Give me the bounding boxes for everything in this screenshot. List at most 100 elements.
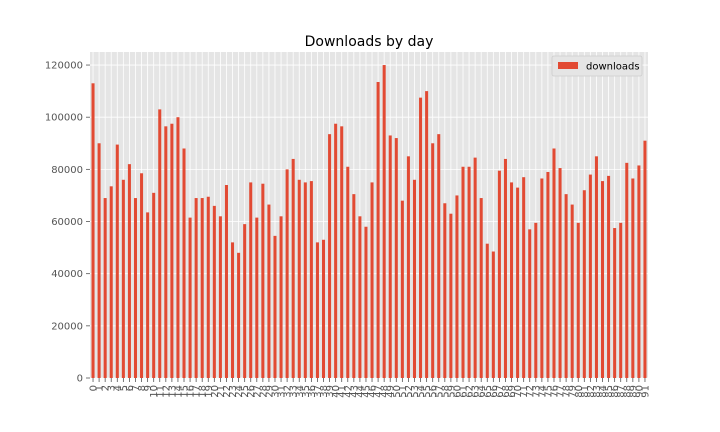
bar-62 — [467, 166, 471, 378]
x-tick-label: 53 — [410, 385, 421, 398]
bar-91 — [643, 140, 647, 378]
bar-82 — [588, 174, 592, 378]
x-tick-label: 16 — [186, 385, 197, 398]
bar-15 — [182, 148, 186, 378]
x-tick-label: 52 — [404, 385, 415, 398]
bar-76 — [552, 148, 556, 378]
x-tick-label: 12 — [161, 385, 172, 398]
bar-11 — [158, 109, 162, 378]
bar-46 — [370, 182, 374, 378]
x-tick-label: 1 — [95, 385, 106, 391]
x-tick-label: 47 — [374, 385, 385, 398]
bar-44 — [358, 216, 362, 378]
bar-45 — [364, 226, 368, 378]
bar-77 — [558, 168, 562, 378]
bar-35 — [303, 182, 307, 378]
x-tick-label: 73 — [531, 385, 542, 398]
bar-25 — [243, 224, 247, 378]
plot-area — [90, 52, 648, 378]
bar-13 — [170, 123, 174, 378]
bar-71 — [522, 177, 526, 378]
bar-3 — [109, 186, 113, 378]
bar-27 — [255, 217, 259, 378]
x-tick-label: 71 — [519, 385, 530, 398]
bar-90 — [637, 165, 641, 378]
x-tick-label: 14 — [173, 385, 184, 398]
x-tick-label: 2 — [101, 385, 112, 391]
bar-60 — [455, 195, 459, 378]
x-tick-label: 38 — [319, 385, 330, 398]
x-tick-label: 18 — [198, 385, 209, 398]
bar-79 — [570, 204, 574, 378]
y-tick-label: 60000 — [51, 217, 83, 228]
bar-20 — [212, 205, 216, 378]
bar-34 — [297, 179, 301, 378]
bar-33 — [291, 158, 295, 378]
x-tick-label: 61 — [459, 385, 470, 398]
x-tick-label: 84 — [598, 385, 609, 398]
bar-36 — [309, 181, 313, 378]
bar-74 — [540, 178, 544, 378]
y-tick-label: 40000 — [51, 269, 83, 280]
x-tick-label: 30 — [270, 385, 281, 398]
x-tick-label: 13 — [167, 385, 178, 398]
bar-26 — [249, 182, 253, 378]
x-tick-label: 43 — [349, 385, 360, 398]
bar-18 — [200, 198, 204, 378]
x-tick-label: 74 — [537, 385, 548, 398]
bar-17 — [194, 198, 198, 378]
bar-54 — [419, 97, 423, 378]
x-tick-label: 28 — [258, 385, 269, 398]
x-tick-label: 88 — [622, 385, 633, 398]
x-tick-label: 25 — [240, 385, 251, 398]
x-tick-label: 44 — [355, 385, 366, 398]
x-tick-label: 78 — [562, 385, 573, 398]
x-tick-label: 45 — [361, 385, 372, 398]
x-tick-label: 42 — [343, 385, 354, 398]
bar-80 — [576, 222, 580, 378]
x-tick-label: 87 — [616, 385, 627, 398]
bar-86 — [613, 228, 617, 378]
bar-87 — [619, 222, 623, 378]
x-tick-label: 34 — [295, 385, 306, 398]
x-tick-label: 31 — [277, 385, 288, 398]
x-tick-label: 9 — [143, 385, 154, 391]
x-tick-label: 66 — [489, 385, 500, 398]
chart-title: Downloads by day — [305, 34, 434, 50]
x-tick-label: 40 — [331, 385, 342, 398]
bars-group — [91, 65, 647, 379]
x-tick-label: 41 — [337, 385, 348, 398]
y-tick-label: 100000 — [45, 113, 83, 124]
bar-24 — [237, 252, 241, 378]
bar-43 — [352, 194, 356, 378]
bar-64 — [479, 198, 483, 378]
bar-65 — [485, 243, 489, 378]
bar-31 — [279, 216, 283, 378]
bar-22 — [224, 185, 228, 378]
bar-5 — [121, 179, 125, 378]
bar-69 — [510, 182, 514, 378]
bar-2 — [103, 198, 107, 378]
bar-9 — [146, 212, 150, 378]
bar-42 — [346, 166, 350, 378]
bar-38 — [321, 239, 326, 378]
x-tick-label: 29 — [264, 385, 275, 398]
bar-63 — [473, 157, 477, 378]
bar-23 — [231, 242, 235, 378]
x-tick-label: 20 — [210, 385, 221, 398]
x-tick-label: 83 — [592, 385, 603, 398]
bar-50 — [394, 138, 398, 378]
bar-55 — [425, 91, 429, 379]
bar-37 — [315, 242, 319, 378]
x-tick-label: 7 — [131, 385, 142, 391]
bar-52 — [406, 156, 410, 378]
x-tick-label: 65 — [483, 385, 494, 398]
x-tick-label: 5 — [119, 385, 130, 391]
x-tick-label: 75 — [543, 385, 554, 398]
bar-73 — [534, 222, 538, 378]
x-tick-label: 79 — [568, 385, 579, 398]
bar-53 — [412, 179, 417, 378]
x-tick-label: 72 — [525, 385, 536, 398]
x-tick-label: 54 — [416, 385, 427, 398]
